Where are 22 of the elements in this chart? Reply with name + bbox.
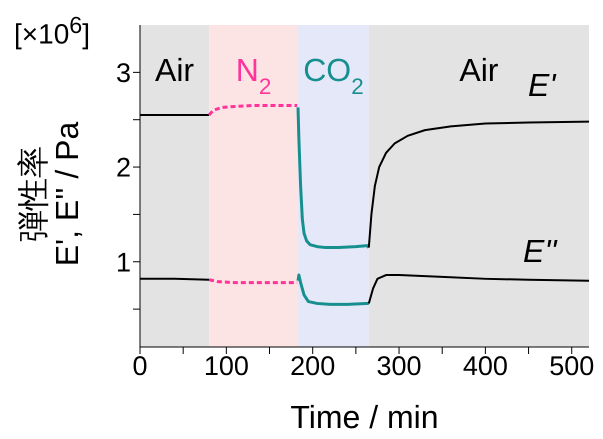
x-tick-label: 400: [462, 351, 508, 382]
band-label: CO$_{2}$: [303, 52, 364, 98]
x-tick-label: 0: [132, 351, 148, 382]
x-tick-label: 200: [290, 351, 336, 382]
x-tick-label: 100: [204, 351, 249, 382]
line-series: [296, 106, 370, 250]
x-tick-label: 300: [376, 351, 422, 382]
text: [×10$^{6}$]: [14, 12, 90, 51]
y-tick-label: 1: [116, 247, 131, 278]
band-label: Air: [154, 52, 194, 88]
band-label: Air: [459, 52, 499, 88]
line-series: [208, 104, 299, 116]
annotation: E'': [523, 232, 557, 270]
x-axis-title: Time / min: [290, 399, 439, 435]
y-tick-label: 3: [116, 58, 131, 88]
x-tick-label: 500: [549, 351, 594, 382]
annotation: E': [528, 66, 556, 104]
y-axis-title: 弾性率 E', E'' / Pa: [15, 121, 85, 266]
band-label: N$_{2}$: [236, 52, 272, 98]
y-tick-label: 2: [116, 152, 131, 183]
line-series: [368, 274, 589, 304]
line-series: [296, 274, 370, 306]
